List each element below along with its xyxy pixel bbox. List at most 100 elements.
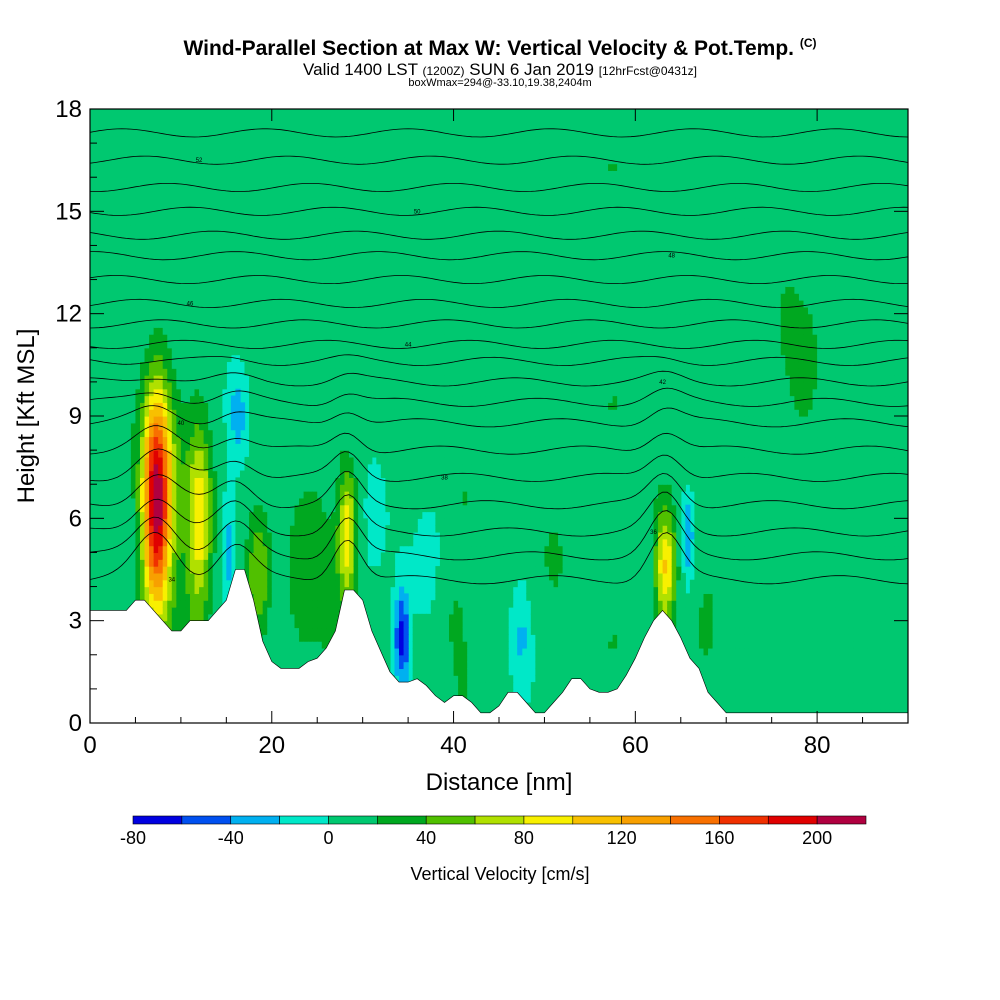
velocity-cell (212, 572, 218, 581)
velocity-cell (158, 450, 164, 458)
velocity-cell (289, 484, 296, 492)
velocity-cell (139, 306, 146, 315)
velocity-cell (194, 511, 200, 519)
velocity-cell (112, 313, 118, 322)
velocity-cell (285, 122, 291, 131)
velocity-cell (303, 627, 309, 635)
velocity-cell (249, 245, 255, 253)
velocity-cell (185, 361, 191, 369)
velocity-cell (171, 620, 177, 629)
velocity-cell (153, 293, 159, 301)
velocity-cell (108, 204, 114, 212)
velocity-cell (294, 177, 300, 185)
velocity-cell (253, 470, 259, 478)
velocity-cell (171, 463, 177, 472)
velocity-cell (239, 511, 246, 519)
velocity-cell (180, 607, 187, 615)
velocity-cell (199, 327, 205, 335)
velocity-cell (258, 381, 264, 390)
velocity-cell (230, 156, 237, 165)
velocity-cell (180, 300, 187, 308)
velocity-cell (249, 197, 255, 206)
velocity-cell (94, 600, 100, 608)
velocity-cell (299, 218, 305, 226)
velocity-cell (135, 265, 141, 274)
velocity-cell (121, 395, 127, 403)
velocity-cell (258, 552, 264, 560)
velocity-cell (208, 109, 214, 117)
velocity-cell (171, 368, 177, 376)
velocity-cell (308, 613, 314, 622)
velocity-cell (185, 272, 191, 281)
velocity-cell (199, 484, 205, 492)
velocity-cell (121, 272, 127, 281)
velocity-cell (289, 456, 296, 465)
velocity-cell (212, 149, 218, 158)
velocity-cell (335, 456, 341, 465)
velocity-cell (185, 177, 191, 185)
velocity-cell (239, 204, 246, 212)
velocity-cell (121, 572, 127, 581)
velocity-cell (267, 177, 273, 185)
velocity-cell (303, 265, 309, 274)
velocity-cell (303, 115, 309, 124)
velocity-cell (149, 143, 155, 151)
velocity-cell (294, 572, 300, 581)
velocity-cell (108, 518, 114, 526)
velocity-cell (162, 375, 168, 383)
velocity-cell (167, 409, 173, 417)
velocity-cell (226, 340, 232, 349)
velocity-cell (99, 559, 105, 567)
velocity-cell (99, 211, 105, 219)
velocity-cell (194, 559, 200, 567)
velocity-cell (108, 395, 114, 403)
velocity-cell (212, 531, 218, 540)
velocity-cell (221, 381, 227, 390)
velocity-cell (312, 586, 318, 594)
velocity-cell (253, 354, 259, 363)
velocity-cell (94, 552, 100, 560)
velocity-cell (299, 566, 305, 574)
velocity-cell (308, 259, 314, 267)
velocity-cell (230, 252, 237, 260)
velocity-cell (330, 525, 336, 533)
velocity-cell (126, 593, 132, 601)
velocity-cell (112, 572, 118, 581)
velocity-cell (208, 416, 214, 424)
velocity-cell (139, 388, 146, 397)
velocity-cell (149, 265, 155, 274)
velocity-cell (203, 579, 209, 588)
velocity-cell (335, 245, 341, 253)
velocity-cell (321, 313, 327, 322)
velocity-cell (335, 600, 341, 608)
velocity-cell (280, 586, 287, 594)
velocity-cell (230, 163, 237, 171)
velocity-cell (317, 586, 323, 594)
velocity-cell (162, 334, 168, 342)
velocity-cell (176, 572, 182, 581)
velocity-cell (212, 334, 218, 342)
velocity-cell (194, 334, 200, 342)
velocity-cell (330, 252, 336, 260)
velocity-cell (189, 313, 196, 322)
velocity-cell (171, 600, 177, 608)
velocity-cell (112, 306, 118, 315)
velocity-cell (167, 184, 173, 192)
velocity-cell (171, 340, 177, 349)
velocity-cell (130, 566, 137, 574)
velocity-cell (135, 300, 141, 308)
velocity-cell (271, 559, 277, 567)
velocity-cell (339, 218, 346, 226)
velocity-cell (217, 443, 223, 451)
velocity-cell (189, 334, 196, 342)
velocity-cell (158, 279, 164, 287)
velocity-cell (317, 620, 323, 629)
velocity-cell (253, 224, 259, 233)
velocity-cell (208, 450, 214, 458)
velocity-cell (185, 429, 191, 438)
velocity-cell (149, 211, 155, 219)
velocity-cell (171, 170, 177, 178)
velocity-cell (176, 136, 182, 144)
velocity-cell (167, 620, 173, 629)
velocity-cell (276, 334, 282, 342)
